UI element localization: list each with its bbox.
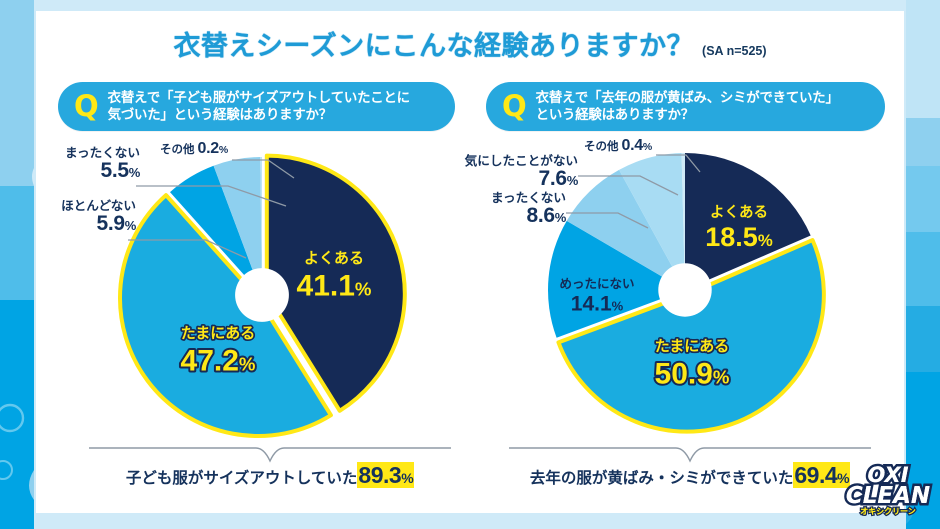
pie-slice <box>264 153 407 413</box>
callout-mattaku-nai-r: まったくない 8.6% <box>490 191 566 228</box>
callout-sonota: その他 0.2% <box>160 140 228 157</box>
question-text-right: 衣替えで「去年の服が黄ばみ、シミができていた」 という経験はありますか？ <box>535 89 839 122</box>
callout-mattaku-nai: まったくない 5.5% <box>64 146 140 183</box>
pie-slice <box>566 169 685 290</box>
leader-lines-right <box>566 154 701 229</box>
pie-slice <box>260 157 262 295</box>
summary-right: 去年の服が黄ばみ・シミができていた69.4% <box>508 446 872 490</box>
pie-slice <box>619 153 685 290</box>
oxiclean-logo: OXI OXI CLEAN CLEAN オキシクリーン オキシクリーン <box>842 457 934 521</box>
pie-slice <box>118 193 333 438</box>
page-title-text: 衣替えシーズンにこんな経験ありますか？ <box>173 31 695 61</box>
svg-text:OXI: OXI <box>867 463 908 487</box>
svg-text:OXI: OXI <box>867 463 908 487</box>
summary-text-right: 去年の服が黄ばみ・シミができていた69.4% <box>529 462 851 488</box>
summary-text-left: 子ども服がサイズアウトしていた89.3% <box>125 462 415 488</box>
page-title: 衣替えシーズンにこんな経験ありますか？ (SA n=525) <box>0 24 940 63</box>
callout-sonota-r: その他 0.4% <box>584 137 652 154</box>
brace-icon-left <box>89 447 451 463</box>
leader-lines-left <box>128 159 295 259</box>
question-badge-icon: Q <box>502 88 527 123</box>
donut-hole <box>658 263 712 317</box>
brace-icon-right <box>509 447 871 463</box>
pie-slice <box>213 157 262 295</box>
summary-left: 子ども服がサイズアウトしていた89.3% <box>88 446 452 490</box>
question-box-right: Q 衣替えで「去年の服が黄ばみ、シミができていた」 という経験はありますか？ <box>486 82 885 131</box>
svg-text:CLEAN: CLEAN <box>846 483 930 509</box>
pie-slice <box>170 165 262 295</box>
question-text-left: 衣替えで「子ども服がサイズアウトしていたことに 気づいた」という経験はありますか… <box>107 89 410 122</box>
svg-text:オキシクリーン: オキシクリーン <box>860 506 916 516</box>
pie-slice <box>681 153 685 290</box>
donut-hole <box>235 268 289 322</box>
pie-slice <box>685 153 811 290</box>
oxiclean-logo-icon: OXI OXI CLEAN CLEAN オキシクリーン オキシクリーン <box>843 461 932 518</box>
svg-text:CLEAN: CLEAN <box>846 483 930 509</box>
callout-hotondo-nai: ほとんどない 5.9% <box>61 199 136 236</box>
sample-size-note: (SA n=525) <box>702 44 767 58</box>
pie-slice <box>556 238 826 434</box>
pie-slice <box>548 220 685 338</box>
question-badge-icon: Q <box>74 88 99 123</box>
svg-text:オキシクリーン: オキシクリーン <box>860 506 916 516</box>
callout-kinishita-koto-ga-nai: 気にしたことがない 7.6% <box>464 154 579 191</box>
question-box-left: Q 衣替えで「子ども服がサイズアウトしていたことに 気づいた」という経験はありま… <box>58 82 455 131</box>
